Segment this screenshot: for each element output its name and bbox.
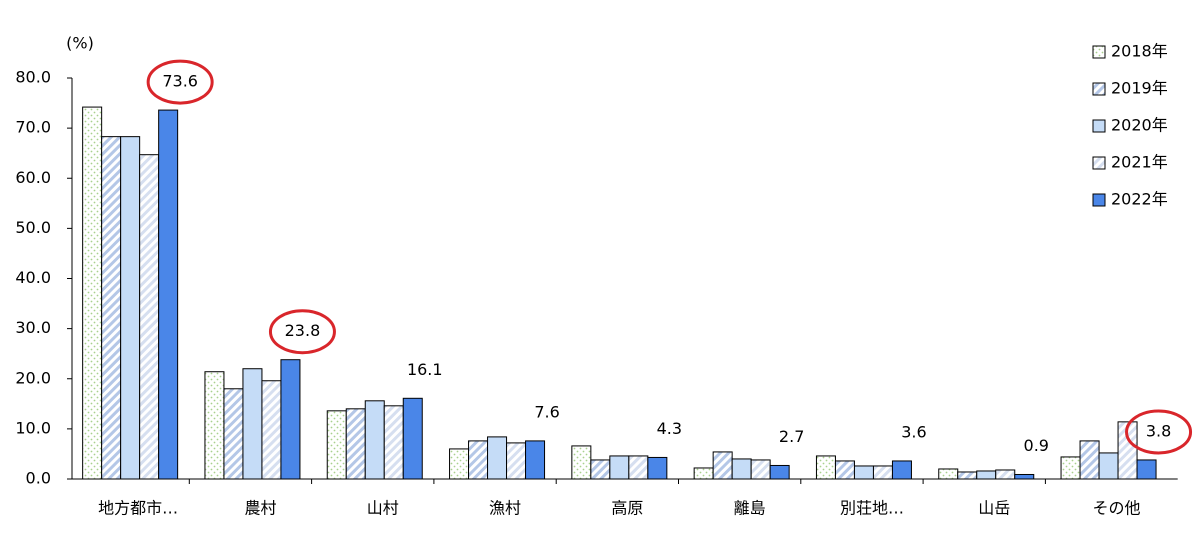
bar xyxy=(872,465,893,480)
bar xyxy=(101,136,122,480)
data-label: 3.6 xyxy=(901,422,926,441)
highlight-circle xyxy=(146,59,214,105)
y-tick-label: 40.0 xyxy=(15,268,51,287)
bar xyxy=(693,467,714,480)
data-label: 4.3 xyxy=(657,419,682,438)
legend-swatch xyxy=(1092,156,1106,170)
bar xyxy=(853,465,874,480)
bar xyxy=(402,397,423,480)
bar xyxy=(590,459,611,480)
y-tick-label: 70.0 xyxy=(15,118,51,137)
x-tick-label: 高原 xyxy=(611,499,643,518)
x-tick-label: 離島 xyxy=(734,499,766,518)
legend-label: 2020年 xyxy=(1111,116,1168,135)
bar xyxy=(120,136,141,480)
bar xyxy=(468,440,489,480)
bar xyxy=(712,451,733,480)
data-label: 7.6 xyxy=(534,402,559,421)
legend-swatch xyxy=(1092,45,1106,59)
bar xyxy=(82,106,103,480)
x-tick-label: その他 xyxy=(1093,499,1141,518)
data-label: 3.8 xyxy=(1146,421,1171,440)
bar xyxy=(957,471,978,480)
x-tick-label: 農村 xyxy=(244,499,276,518)
bar xyxy=(976,470,997,480)
legend-swatch xyxy=(1092,193,1106,207)
bar xyxy=(1098,452,1119,480)
bar xyxy=(326,410,347,480)
bar xyxy=(815,455,836,480)
bar xyxy=(158,109,179,480)
legend-label: 2019年 xyxy=(1111,79,1168,98)
legend-swatch xyxy=(1092,82,1106,96)
y-tick-label: 20.0 xyxy=(15,368,51,387)
y-tick-label: 60.0 xyxy=(15,168,51,187)
y-tick-label: 80.0 xyxy=(15,68,51,87)
bar xyxy=(769,464,790,480)
x-tick-label: 地方都市… xyxy=(98,499,178,518)
y-tick-label: 10.0 xyxy=(15,418,51,437)
y-tick-label: 0.0 xyxy=(26,469,51,488)
bar xyxy=(628,455,649,480)
bar xyxy=(364,400,385,480)
bar xyxy=(609,455,630,480)
bar xyxy=(345,408,366,480)
x-tick-label: 漁村 xyxy=(489,499,521,518)
data-label: 73.6 xyxy=(162,72,198,91)
bar xyxy=(731,458,752,480)
legend-label: 2021年 xyxy=(1111,153,1168,172)
bar xyxy=(204,371,225,480)
bar xyxy=(1136,459,1157,480)
bar xyxy=(647,456,668,480)
bar xyxy=(750,459,771,480)
x-tick-label: 山岳 xyxy=(978,499,1010,518)
bar xyxy=(383,405,404,480)
x-tick-label: 別荘地… xyxy=(840,499,904,518)
bar xyxy=(242,368,263,480)
data-label: 0.9 xyxy=(1024,436,1049,455)
bar xyxy=(139,154,160,480)
bar xyxy=(223,388,244,480)
bar xyxy=(506,442,527,480)
highlight-circle xyxy=(268,309,336,355)
bar xyxy=(525,440,546,480)
bar xyxy=(449,448,470,480)
data-label: 23.8 xyxy=(285,321,321,340)
data-label: 16.1 xyxy=(407,360,443,379)
bar xyxy=(261,380,282,480)
legend-swatch xyxy=(1092,119,1106,133)
bar xyxy=(1079,440,1100,480)
bar xyxy=(487,436,508,480)
bar xyxy=(1117,421,1138,480)
legend-label: 2018年 xyxy=(1111,42,1168,61)
x-tick-label: 山村 xyxy=(367,499,399,518)
bar xyxy=(280,359,301,480)
bar xyxy=(571,445,592,480)
bar xyxy=(1014,473,1035,480)
bar xyxy=(995,469,1016,480)
y-tick-label: 30.0 xyxy=(15,318,51,337)
highlight-circle xyxy=(1125,409,1193,455)
bar xyxy=(891,460,912,480)
bar xyxy=(938,468,959,480)
data-label: 2.7 xyxy=(779,427,804,446)
y-unit-label: (%) xyxy=(66,34,94,53)
legend-label: 2022年 xyxy=(1111,190,1168,209)
bar xyxy=(1060,456,1081,480)
bar xyxy=(834,460,855,480)
y-tick-label: 50.0 xyxy=(15,218,51,237)
